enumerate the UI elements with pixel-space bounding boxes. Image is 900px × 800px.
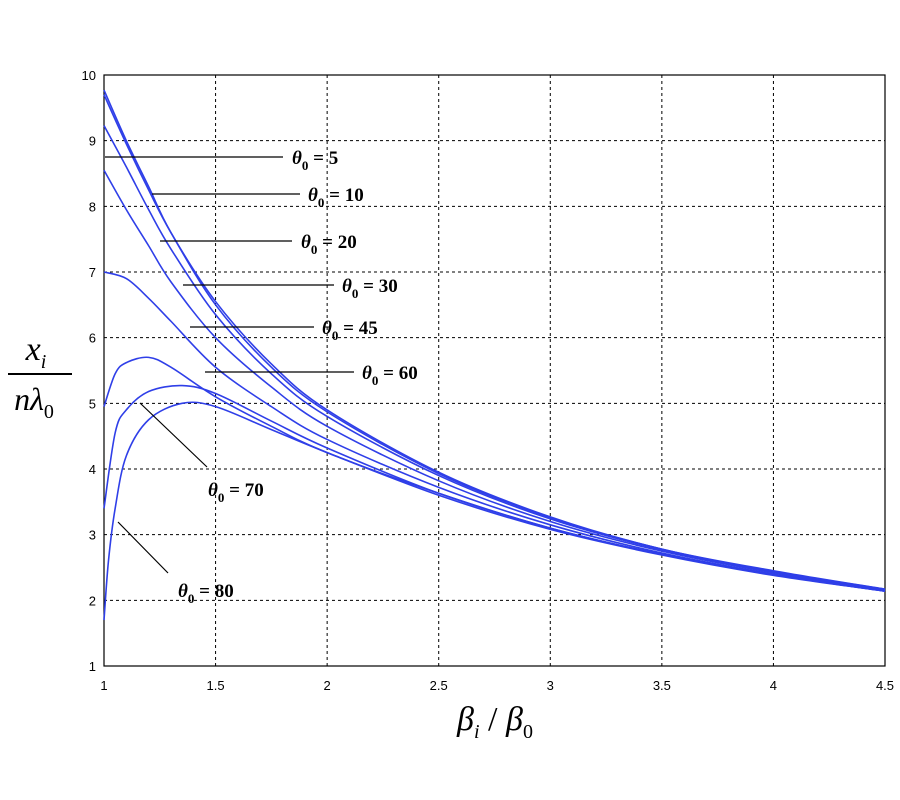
x-tick-label: 2 [324, 678, 331, 693]
annotation-theta: θ [308, 185, 318, 206]
annotation-leaders [105, 156, 354, 574]
annotation-label: θ0 = 10 [308, 185, 364, 210]
annotation-sub: 0 [372, 373, 379, 388]
y-axis-label: xi nλ0 [8, 331, 72, 423]
axis-ticks: 1 1.5 2 2.5 3 3.5 4 4.5 1 2 3 4 5 6 7 8 9 10 [82, 68, 895, 693]
annotation-value: = 20 [317, 232, 356, 253]
y-tick-label: 1 [89, 659, 96, 674]
y-tick-label: 3 [89, 528, 96, 543]
annotation-value: = 10 [324, 185, 363, 206]
y-tick-label: 5 [89, 396, 96, 411]
annotation-label: θ0 = 80 [178, 581, 234, 606]
y-label-numerator-sub: i [41, 351, 47, 373]
y-label-denominator: nλ [14, 381, 44, 417]
annotation-sub: 0 [188, 591, 195, 606]
x-tick-label: 4.5 [876, 678, 894, 693]
annotation-sub: 0 [311, 242, 318, 257]
annotation-label: θ0 = 45 [322, 318, 378, 343]
plot-frame [103, 74, 886, 667]
y-tick-label: 4 [89, 462, 96, 477]
series-line-theta05 [103, 89, 886, 590]
x-label-a: β [456, 701, 474, 738]
y-tick-label: 6 [89, 331, 96, 346]
x-label-b: β [505, 701, 523, 738]
x-tick-label: 1 [100, 678, 107, 693]
annotation-theta: θ [342, 276, 352, 297]
series-line-theta010 [103, 94, 886, 590]
annotation-theta: θ [301, 232, 311, 253]
annotation-value: = 30 [358, 276, 397, 297]
y-tick-label: 2 [89, 593, 96, 608]
x-tick-label: 2.5 [430, 678, 448, 693]
annotation-value: = 45 [338, 318, 377, 339]
x-tick-label: 1.5 [207, 678, 225, 693]
x-tick-label: 3.5 [653, 678, 671, 693]
annotation-label: θ0 = 20 [301, 232, 357, 257]
series-curves [103, 89, 886, 621]
x-label-b-sub: 0 [523, 721, 533, 743]
svg-text:βi / β0: βi / β0 [456, 701, 533, 743]
annotation-sub: 0 [332, 328, 339, 343]
x-axis-label: βi / β0 [456, 701, 533, 743]
annotation-leader-line [117, 521, 169, 574]
y-label-numerator: x [25, 331, 41, 368]
series-line-theta045 [103, 271, 886, 592]
y-label-denominator-sub: 0 [44, 401, 54, 423]
x-label-sep: / [480, 701, 506, 738]
x-tick-label: 3 [547, 678, 554, 693]
annotation-value: = 80 [194, 581, 233, 602]
x-label-a-sub: i [474, 721, 480, 743]
annotation-label: θ0 = 5 [292, 148, 338, 173]
annotation-label: θ0 = 60 [362, 363, 418, 388]
svg-text:xi: xi [25, 331, 47, 373]
annotation-sub: 0 [318, 195, 325, 210]
x-tick-label: 4 [770, 678, 777, 693]
annotation-sub: 0 [352, 286, 359, 301]
y-tick-label: 8 [89, 199, 96, 214]
svg-text:nλ0: nλ0 [14, 381, 54, 423]
annotation-value: = 5 [308, 148, 338, 169]
series-line-theta030 [103, 169, 886, 591]
annotation-leader-line [139, 402, 208, 468]
annotation-value: = 60 [378, 363, 417, 384]
annotation-theta: θ [362, 363, 372, 384]
series-line-theta060 [103, 356, 886, 592]
annotation-theta: θ [292, 148, 302, 169]
annotation-sub: 0 [218, 490, 225, 505]
annotation-value: = 70 [224, 480, 263, 501]
annotation-sub: 0 [302, 158, 309, 173]
annotation-label: θ0 = 70 [208, 480, 264, 505]
grid-lines [104, 75, 885, 666]
annotation-theta: θ [178, 581, 188, 602]
y-tick-label: 7 [89, 265, 96, 280]
series-line-theta080 [103, 401, 886, 621]
series-line-theta070 [103, 384, 886, 592]
annotation-theta: θ [322, 318, 332, 339]
y-tick-label: 10 [82, 68, 96, 83]
annotation-label: θ0 = 30 [342, 276, 398, 301]
y-tick-label: 9 [89, 134, 96, 149]
annotation-theta: θ [208, 480, 218, 501]
series-line-theta020 [103, 125, 886, 591]
